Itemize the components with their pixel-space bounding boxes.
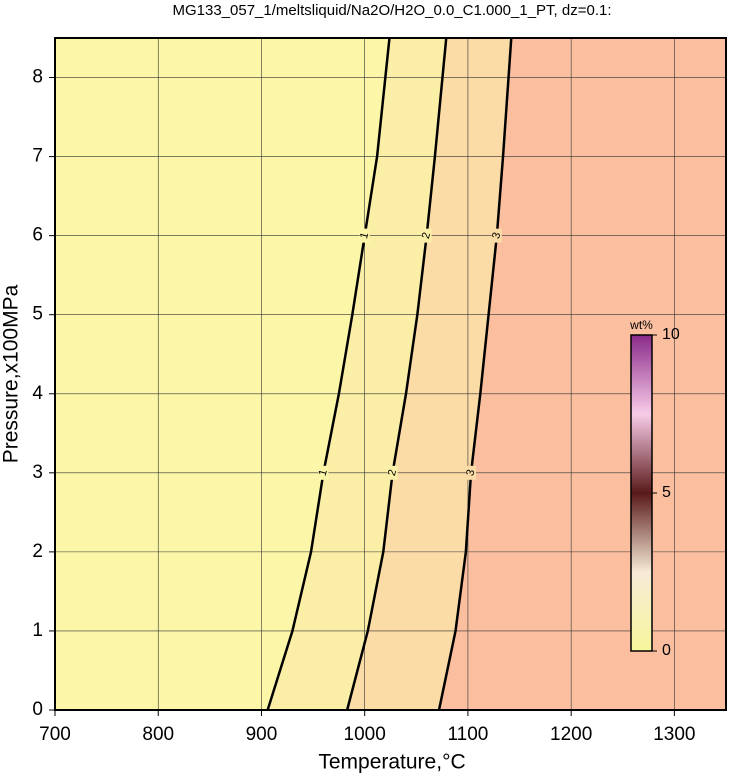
- y-tick-label: 1: [32, 620, 43, 641]
- y-tick-label: 8: [32, 67, 43, 88]
- contour-region: [267, 38, 447, 710]
- contour-line: [266, 37, 391, 711]
- colorbar-tick-label: 5: [662, 484, 671, 501]
- contour-label: 3: [464, 468, 477, 477]
- colorbar-label: wt%: [629, 318, 653, 332]
- x-tick-label: 1300: [653, 724, 695, 745]
- contour-line: [345, 37, 448, 711]
- colorbar: [630, 334, 653, 652]
- contour-label-bg: [421, 228, 432, 243]
- contour-line: [437, 37, 513, 711]
- y-tick-label: 5: [32, 304, 43, 325]
- x-tick-label: 900: [246, 724, 278, 745]
- contour-label-bg: [318, 465, 329, 480]
- y-tick-label: 7: [32, 146, 43, 167]
- y-tick-label: 2: [32, 541, 43, 562]
- contour-region: [55, 38, 390, 710]
- contour-label-bg: [359, 228, 370, 243]
- x-tick-label: 1100: [447, 724, 488, 745]
- chart-title: MG133_057_1/meltsliquid/Na2O/H2O_0.0_C1.…: [172, 2, 611, 19]
- contour-label-bg: [491, 228, 502, 243]
- x-tick-label: 1000: [344, 724, 386, 745]
- y-axis-label: Pressure,x100MPa: [0, 284, 23, 463]
- x-tick-label: 800: [142, 724, 174, 745]
- contour-label: 3: [490, 231, 503, 240]
- y-tick-label: 0: [32, 699, 43, 720]
- contour-label: 2: [386, 468, 399, 477]
- contour-label: 1: [317, 468, 330, 477]
- x-axis-label: Temperature,°C: [318, 751, 465, 774]
- x-tick-label: 700: [39, 724, 71, 745]
- contour-region: [347, 38, 512, 710]
- y-tick-label: 4: [32, 383, 43, 404]
- contour-label-bg: [387, 465, 398, 480]
- colorbar-tick-label: 10: [662, 326, 680, 343]
- x-tick-label: 1200: [550, 724, 592, 745]
- contour-label-bg: [466, 465, 477, 480]
- contour-label: 1: [358, 231, 371, 240]
- contour-region: [439, 38, 726, 710]
- y-tick-label: 3: [32, 462, 43, 483]
- plot-frame: [54, 37, 727, 711]
- colorbar-tick-label: 0: [662, 642, 671, 659]
- y-tick-label: 6: [32, 225, 43, 246]
- contour-label: 2: [420, 231, 433, 240]
